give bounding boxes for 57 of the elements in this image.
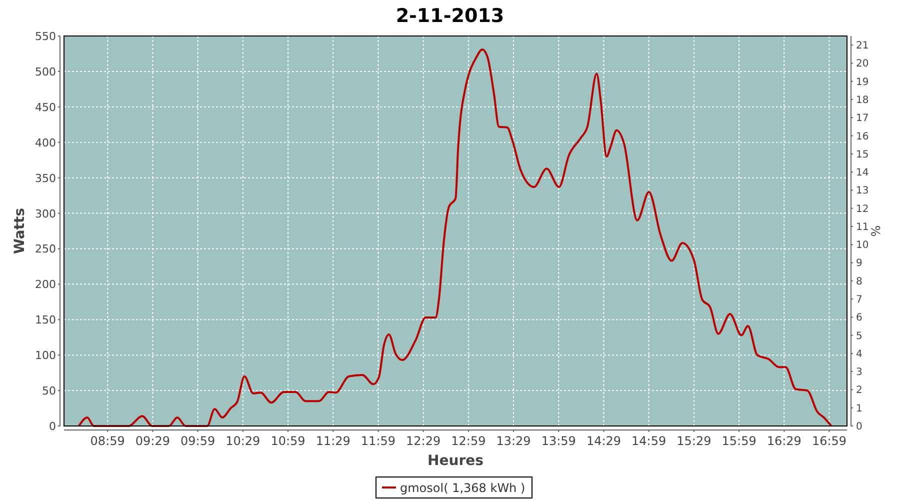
x-axis-title: Heures — [428, 453, 484, 469]
y-tick-label: 100 — [35, 349, 56, 362]
y-tick-label: 300 — [35, 207, 56, 220]
y-axis-title: Watts — [12, 208, 28, 254]
y-tick-label: 400 — [35, 136, 56, 150]
x-tick-label: 09:59 — [180, 434, 216, 448]
y2-tick-label: 20 — [856, 58, 869, 70]
x-tick-label: 12:29 — [406, 434, 441, 448]
y2-tick-label: 1 — [856, 403, 862, 414]
x-tick-label: 15:59 — [722, 434, 756, 448]
y-tick-label: 250 — [35, 242, 56, 256]
y2-tick-label: 18 — [856, 94, 869, 106]
y2-tick-label: 5 — [856, 330, 862, 342]
y2-tick-label: 11 — [856, 222, 869, 233]
x-tick-label: 14:29 — [586, 434, 622, 448]
x-tick-label: 14:59 — [632, 434, 666, 448]
y2-tick-label: 9 — [856, 258, 862, 270]
y2-tick-label: 0 — [856, 422, 862, 432]
y2-tick-label: 21 — [856, 40, 869, 52]
y2-tick-label: 12 — [856, 204, 869, 215]
y-tick-label: 350 — [35, 172, 56, 185]
y2-tick-label: 10 — [856, 240, 869, 252]
y2-tick-label: 4 — [856, 348, 862, 360]
legend-label: gmosol( 1,368 kWh ) — [400, 481, 526, 495]
x-tick-label: 13:59 — [541, 434, 576, 448]
y2-axis-title: % — [869, 225, 883, 237]
x-tick-label: 12:59 — [451, 434, 486, 448]
x-tick-label: 11:59 — [360, 434, 396, 448]
x-tick-label: 08:59 — [90, 434, 125, 448]
x-tick-label: 10:59 — [270, 434, 306, 448]
y-tick-label: 500 — [35, 65, 56, 78]
x-tick-label: 13:29 — [496, 434, 531, 448]
y2-tick-label: 3 — [856, 367, 862, 378]
line-series — [78, 48, 832, 427]
chart-title: 2-11-2013 — [396, 5, 504, 27]
x-tick-label: 10:29 — [226, 434, 260, 448]
y2-tick-label: 13 — [856, 186, 869, 197]
y-tick-label: 550 — [35, 30, 56, 43]
y2-tick-label: 7 — [856, 294, 862, 306]
y2-tick-label: 6 — [856, 312, 862, 324]
y2-tick-label: 14 — [856, 168, 869, 179]
y2-tick-label: 17 — [856, 113, 869, 124]
x-tick-label: 16:29 — [766, 434, 802, 448]
x-tick-label: 09:29 — [135, 434, 170, 448]
y-tick-label: 450 — [35, 100, 56, 114]
y-tick-label: 50 — [42, 384, 56, 398]
x-tick-label: 16:59 — [812, 434, 847, 448]
y2-tick-label: 19 — [856, 76, 869, 88]
y-tick-label: 150 — [35, 314, 56, 327]
y2-tick-label: 15 — [856, 149, 869, 160]
y-tick-label: 0 — [49, 420, 56, 433]
x-tick-label: 11:29 — [316, 434, 350, 448]
x-tick-label: 15:29 — [676, 434, 712, 448]
y2-tick-label: 2 — [856, 385, 862, 396]
y-tick-label: 200 — [35, 278, 56, 292]
y2-tick-label: 8 — [856, 276, 862, 288]
y2-tick-label: 16 — [856, 131, 869, 142]
